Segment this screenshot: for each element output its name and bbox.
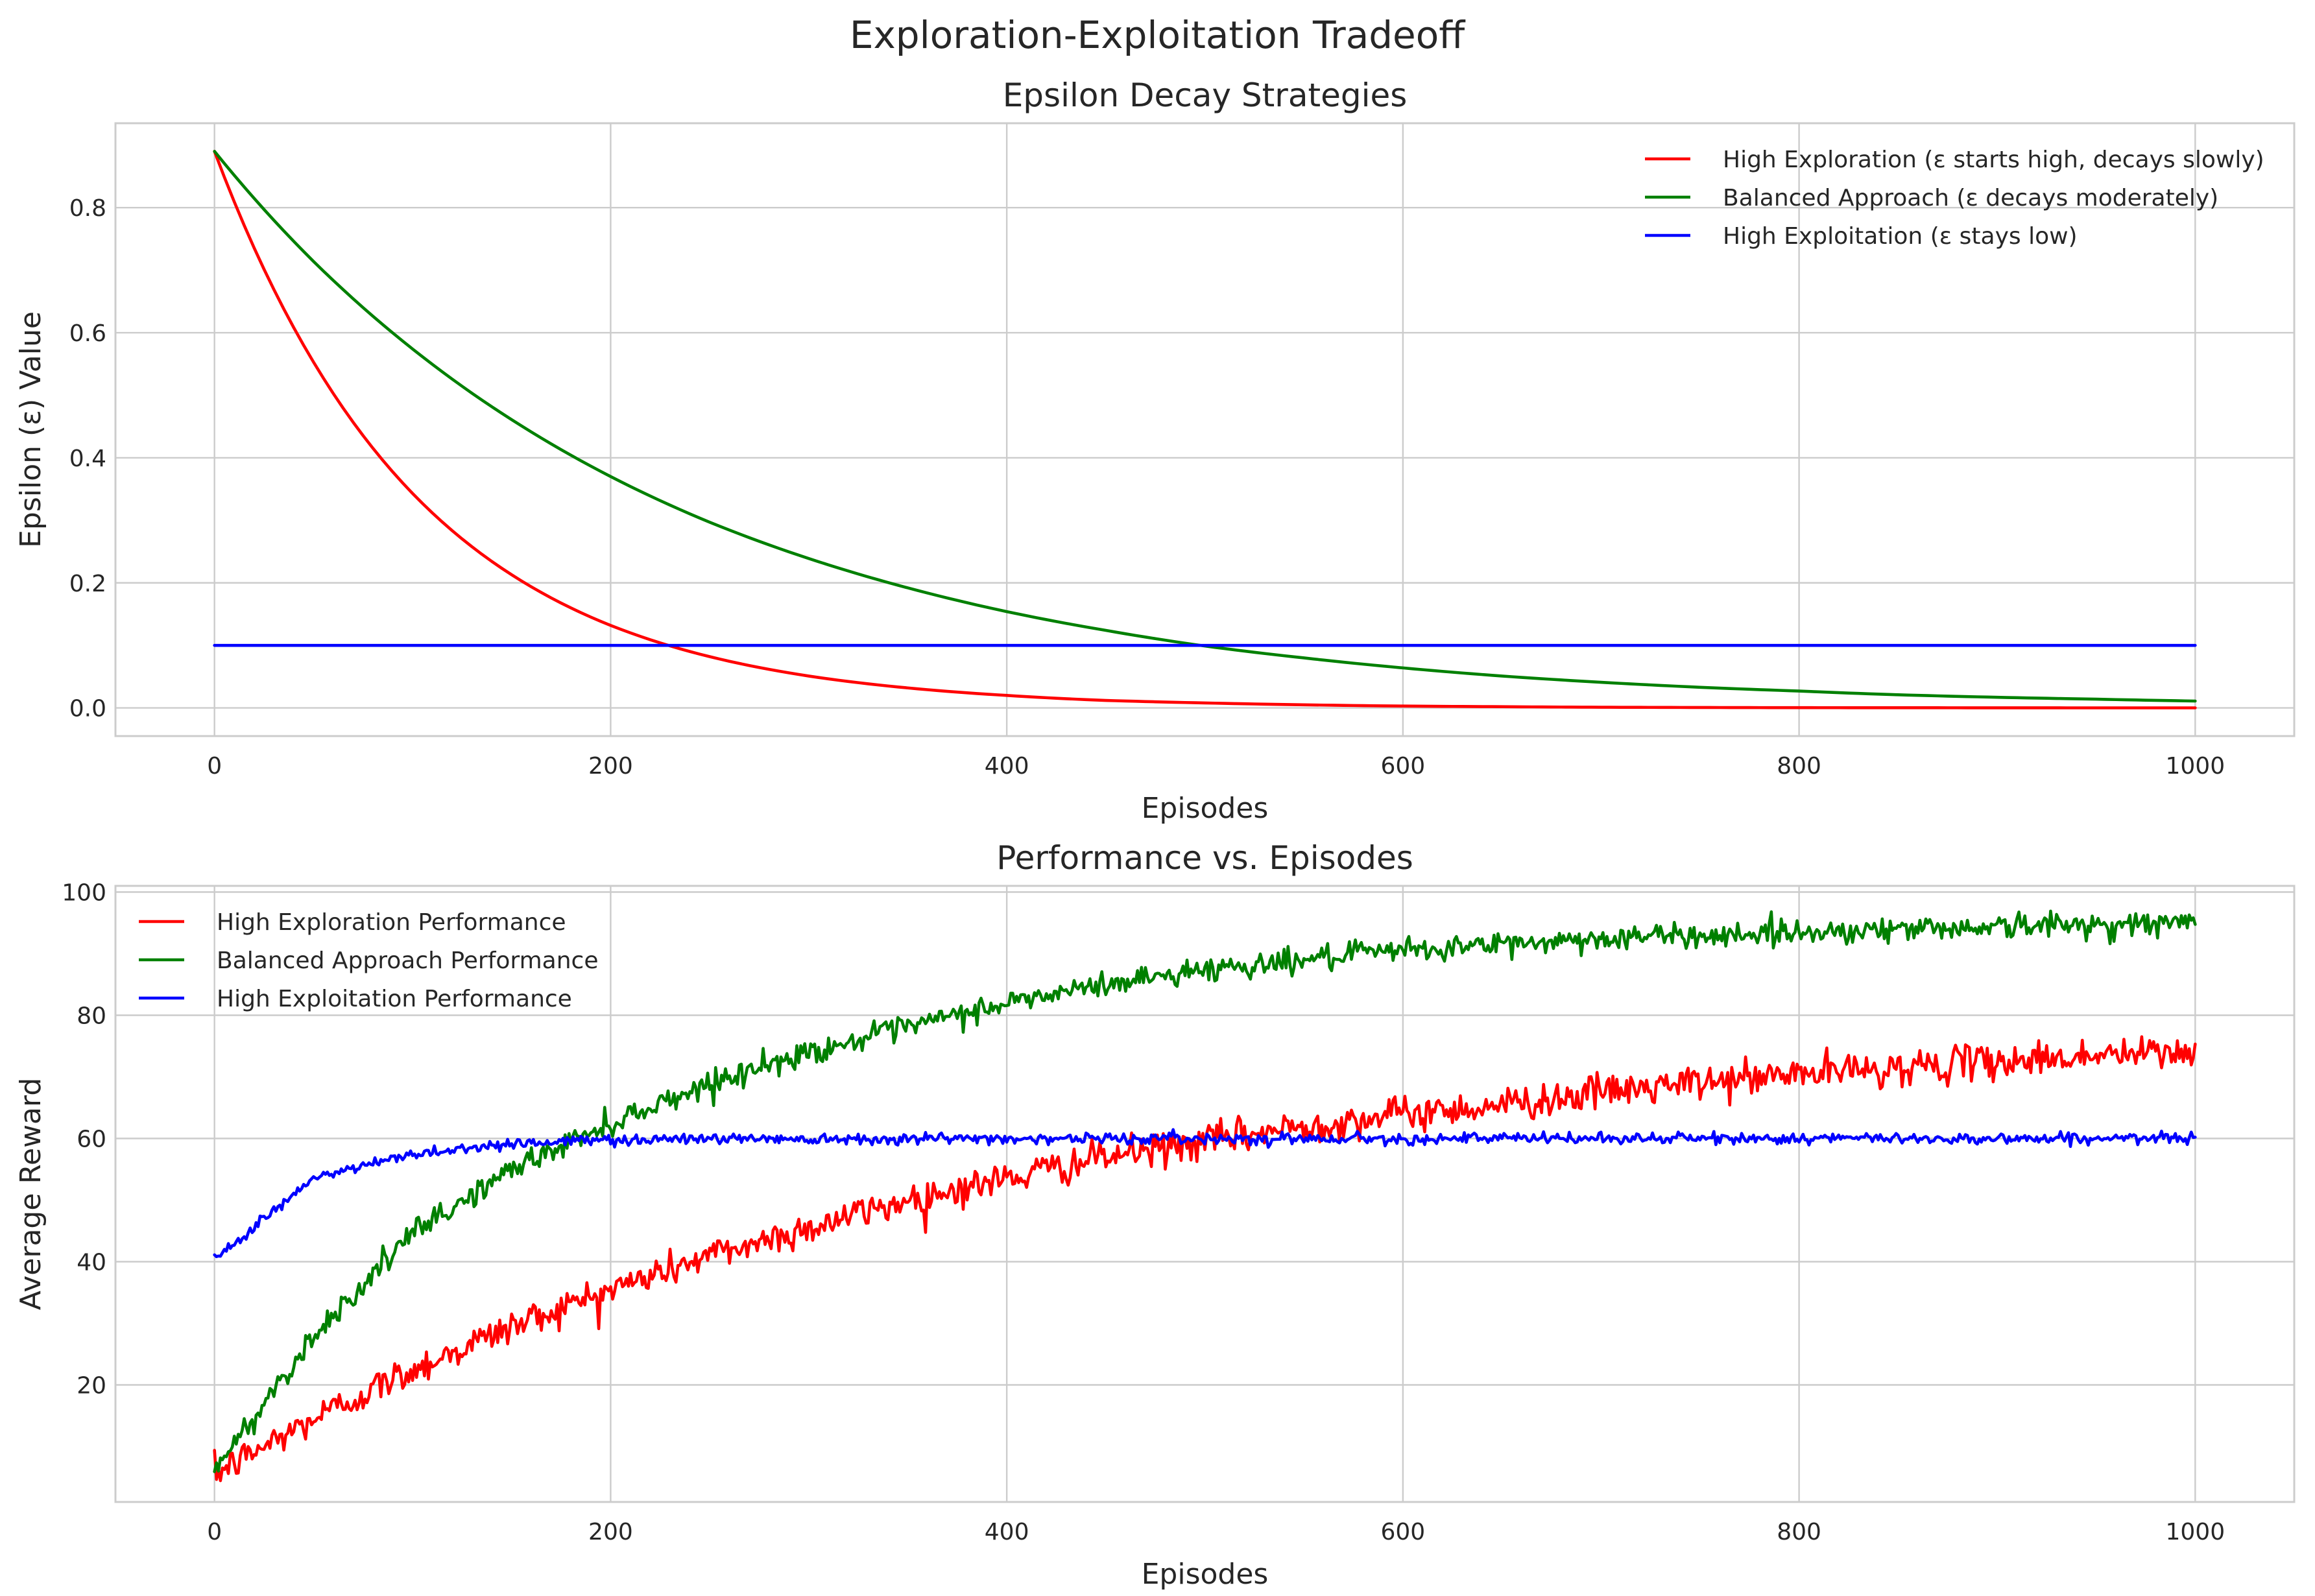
x-tick-label: 200 (588, 753, 633, 780)
y-tick-label: 100 (62, 880, 106, 907)
x-tick-label: 1000 (2166, 1519, 2225, 1545)
x-axis-label: Episodes (1142, 1558, 1269, 1591)
y-tick-label: 0.4 (69, 446, 106, 472)
y-tick-label: 20 (77, 1373, 106, 1399)
x-tick-label: 800 (1777, 1519, 1821, 1545)
axes-background (115, 886, 2294, 1502)
y-tick-label: 40 (77, 1250, 106, 1276)
series-line-exploration (213, 150, 2197, 709)
legend-label: High Exploitation (ε stays low) (1723, 223, 2078, 250)
y-axis-label: Average Reward (14, 1078, 47, 1311)
legend-label: High Exploitation Performance (217, 986, 572, 1012)
y-tick-label: 0.8 (69, 195, 106, 222)
axes-title: Performance vs. Episodes (996, 839, 1413, 877)
axes-title: Epsilon Decay Strategies (1003, 77, 1408, 114)
axes-frame (114, 885, 2296, 1503)
x-tick-label: 600 (1381, 1519, 1426, 1545)
y-tick-label: 0.0 (69, 696, 106, 722)
x-axis-label: Episodes (1142, 792, 1269, 825)
series-lines (213, 150, 2197, 709)
legend-label: High Exploration Performance (217, 909, 566, 936)
epsilon-decay-panel: 0 200 400 600 800 1000 0.0 0.2 0.4 0.6 0.8 Epsilon … (14, 77, 2296, 825)
legend: High Exploration Performance Balanced App… (139, 909, 598, 1012)
x-tick-label: 0 (207, 753, 222, 780)
series-lines (213, 909, 2197, 1483)
legend-label: Balanced Approach (ε decays moderately) (1723, 185, 2218, 211)
legend-label: High Exploration (ε starts high, decays … (1723, 147, 2264, 173)
y-tick-label: 0.6 (69, 320, 106, 347)
legend-label: Balanced Approach Performance (217, 947, 598, 974)
y-tick-label: 0.2 (69, 571, 106, 597)
axes-frame (114, 122, 2296, 737)
x-tick-label: 600 (1381, 753, 1426, 780)
x-tick-label: 400 (985, 753, 1029, 780)
y-tick-label: 80 (77, 1003, 106, 1030)
x-tick-label: 0 (207, 1519, 222, 1545)
y-axis-label: Epsilon (ε) Value (14, 311, 47, 548)
tick-labels: 0 200 400 600 800 1000 0.0 0.2 0.4 0.6 0.8 (69, 195, 2225, 780)
axes-background (115, 123, 2294, 736)
performance-panel: 0 200 400 600 800 1000 20 40 60 80 100 Performance … (14, 839, 2296, 1591)
legend: High Exploration (ε starts high, decays … (1645, 147, 2264, 250)
series-line-balanced (213, 909, 2197, 1473)
x-tick-label: 200 (588, 1519, 633, 1545)
series-line-exploration (213, 1035, 2197, 1483)
series-line-exploitation (213, 1128, 2197, 1259)
figure-suptitle: Exploration-Exploitation Tradeoff (850, 13, 1466, 57)
x-tick-label: 800 (1777, 753, 1821, 780)
tick-labels: 0 200 400 600 800 1000 20 40 60 80 100 (62, 880, 2225, 1546)
x-tick-label: 400 (985, 1519, 1029, 1545)
grid (115, 886, 2294, 1502)
y-tick-label: 60 (77, 1126, 106, 1153)
x-tick-label: 1000 (2166, 753, 2225, 780)
